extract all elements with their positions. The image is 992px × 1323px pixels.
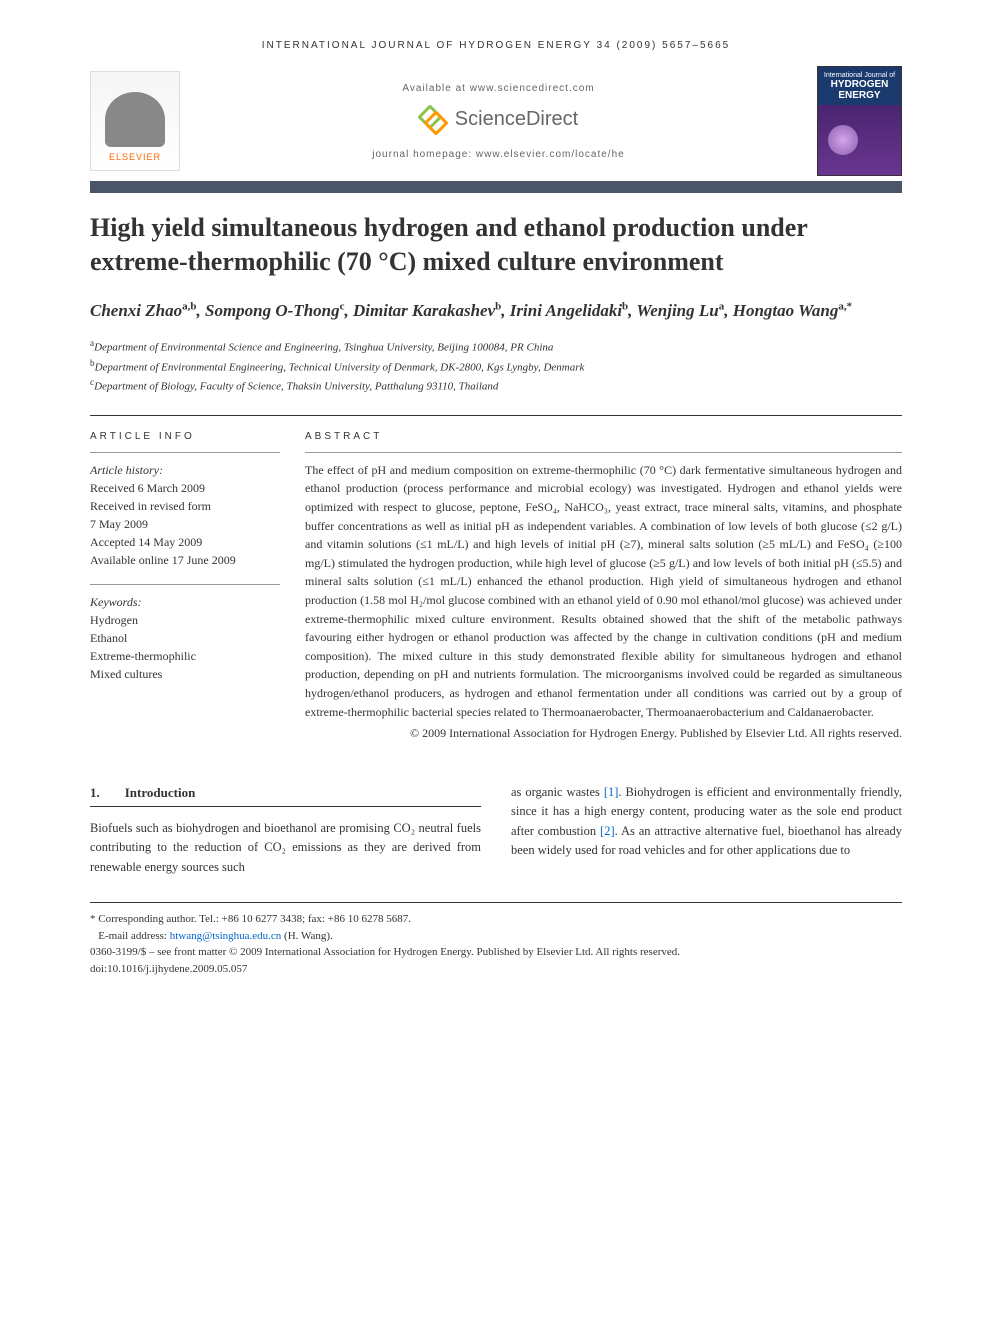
body-text: 1. Introduction Biofuels such as biohydr… <box>90 783 902 877</box>
sciencedirect-logo[interactable]: ScienceDirect <box>419 106 578 134</box>
article-title: High yield simultaneous hydrogen and eth… <box>90 211 902 279</box>
reference-link-2[interactable]: [2] <box>600 824 615 838</box>
keywords-block: Keywords: HydrogenEthanolExtreme-thermop… <box>90 584 280 683</box>
sciencedirect-icon <box>419 106 447 134</box>
intro-para-2: as organic wastes [1]. Biohydrogen is ef… <box>511 783 902 861</box>
abstract-text: The effect of pH and medium composition … <box>305 452 902 743</box>
keyword: Ethanol <box>90 629 280 647</box>
keyword: Extreme-thermophilic <box>90 647 280 665</box>
keywords-label: Keywords: <box>90 595 142 609</box>
doi-line: doi:10.1016/j.ijhydene.2009.05.057 <box>90 961 902 978</box>
section-title: Introduction <box>125 783 196 803</box>
corresponding-author: * Corresponding author. Tel.: +86 10 627… <box>90 911 902 928</box>
elsevier-tree-icon <box>105 92 165 147</box>
abstract-heading: ABSTRACT <box>305 431 902 442</box>
authors-list: Chenxi Zhaoa,b, Sompong O-Thongc, Dimita… <box>90 299 902 323</box>
cover-graphic-icon <box>828 125 858 155</box>
title-divider-bar <box>90 181 902 193</box>
received-date: Received 6 March 2009 <box>90 481 205 495</box>
cover-title-1: HYDROGEN <box>823 79 896 90</box>
email-line: E-mail address: htwang@tsinghua.edu.cn (… <box>90 928 902 945</box>
elsevier-logo[interactable]: ELSEVIER <box>90 71 180 171</box>
affiliation: bDepartment of Environmental Engineering… <box>90 357 902 376</box>
info-abstract-section: ARTICLE INFO Article history: Received 6… <box>90 415 902 743</box>
email-link[interactable]: htwang@tsinghua.edu.cn <box>170 930 282 942</box>
article-info-column: ARTICLE INFO Article history: Received 6… <box>90 431 280 743</box>
affiliation: aDepartment of Environmental Science and… <box>90 337 902 356</box>
journal-citation: INTERNATIONAL JOURNAL OF HYDROGEN ENERGY… <box>90 40 902 51</box>
sciencedirect-text: ScienceDirect <box>455 108 578 131</box>
body-column-left: 1. Introduction Biofuels such as biohydr… <box>90 783 481 877</box>
history-label: Article history: <box>90 463 163 477</box>
cover-subtitle: International Journal of <box>823 72 896 79</box>
revised-date: 7 May 2009 <box>90 517 148 531</box>
accepted-date: Accepted 14 May 2009 <box>90 535 202 549</box>
revised-label: Received in revised form <box>90 499 211 513</box>
article-info-heading: ARTICLE INFO <box>90 431 280 442</box>
body-column-right: as organic wastes [1]. Biohydrogen is ef… <box>511 783 902 877</box>
publisher-banner: ELSEVIER Available at www.sciencedirect.… <box>90 66 902 176</box>
keyword: Hydrogen <box>90 611 280 629</box>
abstract-column: ABSTRACT The effect of pH and medium com… <box>305 431 902 743</box>
page-footer: * Corresponding author. Tel.: +86 10 627… <box>90 902 902 977</box>
article-history: Article history: Received 6 March 2009 R… <box>90 452 280 569</box>
available-at: Available at www.sciencedirect.com <box>195 83 802 94</box>
journal-cover-thumbnail[interactable]: International Journal of HYDROGEN ENERGY <box>817 66 902 176</box>
section-heading: 1. Introduction <box>90 783 481 807</box>
header-center: Available at www.sciencedirect.com Scien… <box>195 68 802 175</box>
copyright-line: © 2009 International Association for Hyd… <box>305 724 902 743</box>
section-number: 1. <box>90 783 100 803</box>
affiliation: cDepartment of Biology, Faculty of Scien… <box>90 376 902 395</box>
keyword: Mixed cultures <box>90 665 280 683</box>
elsevier-text: ELSEVIER <box>109 152 161 162</box>
online-date: Available online 17 June 2009 <box>90 553 236 567</box>
reference-link-1[interactable]: [1] <box>604 785 619 799</box>
issn-line: 0360-3199/$ – see front matter © 2009 In… <box>90 944 902 961</box>
intro-para-1: Biofuels such as biohydrogen and bioetha… <box>90 819 481 877</box>
affiliations-list: aDepartment of Environmental Science and… <box>90 337 902 394</box>
journal-homepage[interactable]: journal homepage: www.elsevier.com/locat… <box>195 149 802 160</box>
cover-title-2: ENERGY <box>823 90 896 101</box>
